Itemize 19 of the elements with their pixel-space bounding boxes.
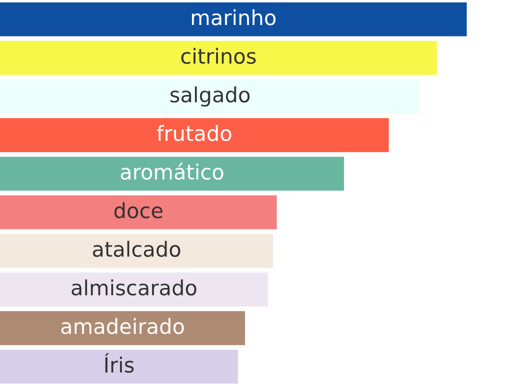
y-tick-label: amadeirado [61,318,184,334]
bar [0,195,277,230]
bar [0,234,274,268]
bar [0,2,467,36]
bar [0,272,268,306]
y-tick-label: atalcado [92,240,180,257]
bar [0,118,389,152]
y-tick-label: marinho [192,9,276,26]
bar [0,311,246,346]
y-tick-label: doce [114,202,162,218]
bar [0,40,437,75]
y-tick-label: salgado [170,86,250,107]
y-tick-label: Íris [104,353,134,373]
y-tick-label: citrinos [181,48,256,64]
y-tick-label: frutado [156,125,232,142]
y-tick-label: almiscarado [72,279,196,296]
bar [0,156,344,191]
bar [0,350,238,384]
y-tick-label: aromático [120,162,224,180]
